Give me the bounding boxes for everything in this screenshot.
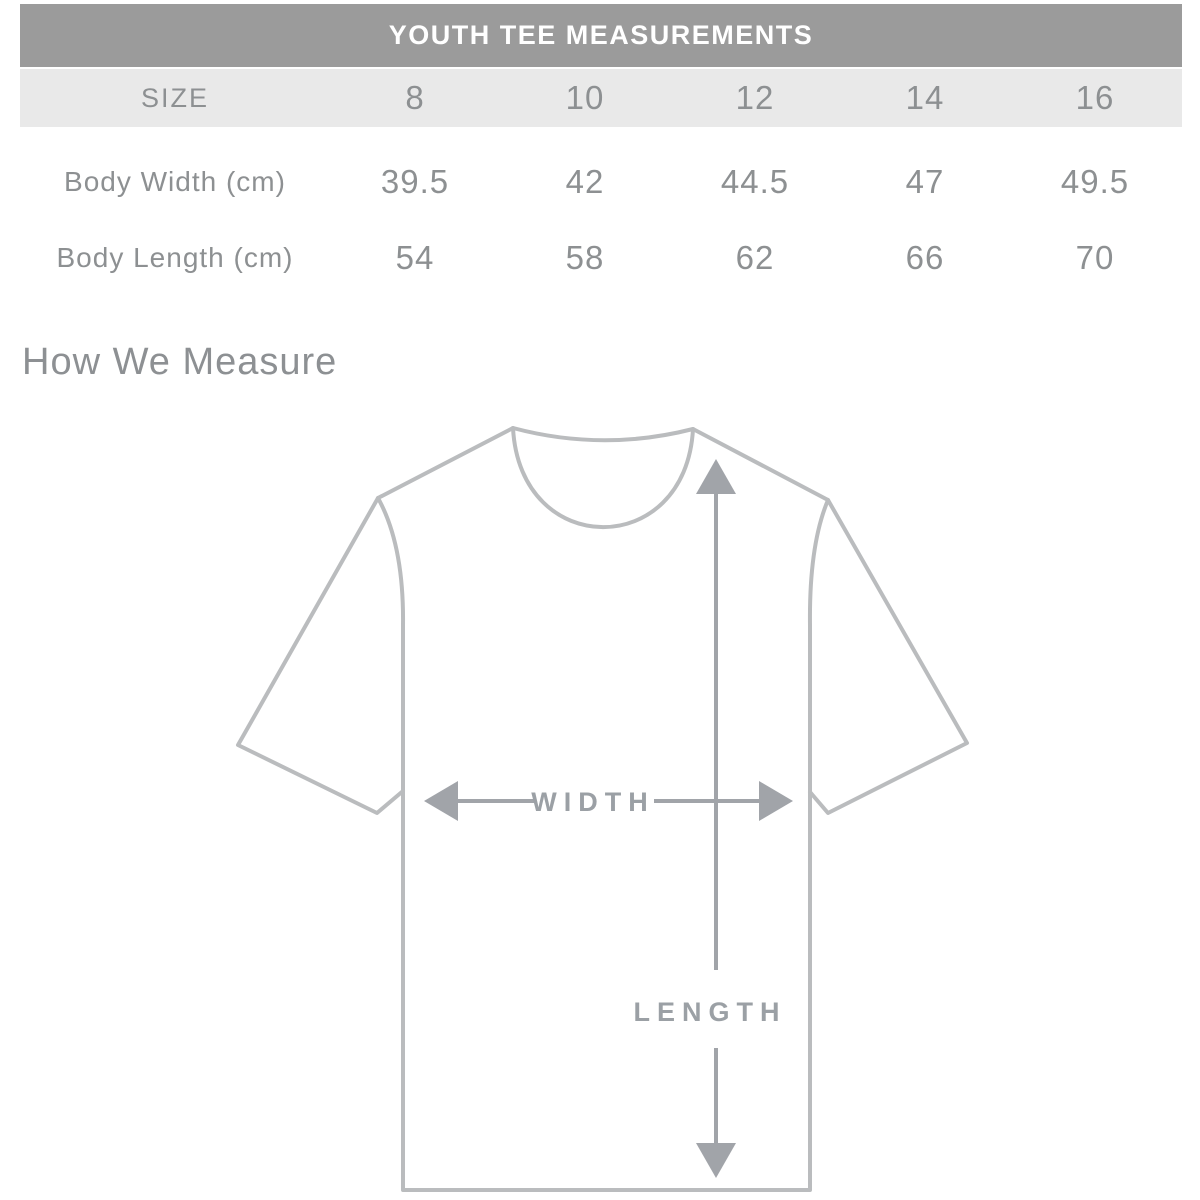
table-cell: 58 xyxy=(565,239,605,276)
tee-body-outline xyxy=(376,426,830,1192)
table-cell: 39.5 xyxy=(380,163,450,200)
how-we-measure-heading: How We Measure xyxy=(22,341,338,383)
size-column-header: 8 xyxy=(405,79,425,116)
width-arrowhead-left xyxy=(424,781,458,821)
width-arrow-label: WIDTH xyxy=(531,787,654,817)
length-arrowhead-top xyxy=(696,459,736,494)
table-cell: 66 xyxy=(905,239,945,276)
size-column-header: 12 xyxy=(735,79,775,116)
tee-right-sleeve xyxy=(808,498,969,815)
width-arrowhead-right xyxy=(759,781,793,821)
table-cell: 42 xyxy=(565,163,605,200)
table-cell: 70 xyxy=(1075,239,1115,276)
table-cell: 44.5 xyxy=(720,163,790,200)
row-label: Body Length (cm) xyxy=(56,242,294,273)
tee-left-sleeve xyxy=(236,496,405,815)
table-row-body-width: Body Width (cm) 39.5 42 44.5 47 49.5 xyxy=(20,144,1182,220)
length-arrowhead-bottom xyxy=(696,1143,736,1178)
size-column-header: 16 xyxy=(1075,79,1115,116)
table-title-bar: YOUTH TEE MEASUREMENTS xyxy=(20,4,1182,67)
size-column-header: 14 xyxy=(905,79,945,116)
table-cell: 54 xyxy=(395,239,435,276)
size-header-label: SIZE xyxy=(140,82,209,113)
table-cell: 47 xyxy=(905,163,945,200)
size-column-header: 10 xyxy=(565,79,605,116)
table-title: YOUTH TEE MEASUREMENTS xyxy=(388,20,814,50)
row-label: Body Width (cm) xyxy=(64,166,286,197)
table-cell: 62 xyxy=(735,239,775,276)
tee-front-collar xyxy=(511,426,695,529)
size-chart-table: YOUTH TEE MEASUREMENTS SIZE 8 10 12 14 1… xyxy=(20,4,1182,296)
tee-measurement-diagram: WIDTH LENGTH xyxy=(236,426,969,1192)
size-header-row: SIZE 8 10 12 14 16 xyxy=(20,69,1182,127)
length-arrow-label: LENGTH xyxy=(634,997,787,1027)
table-row-body-length: Body Length (cm) 54 58 62 66 70 xyxy=(20,220,1182,296)
table-cell: 49.5 xyxy=(1060,163,1130,200)
